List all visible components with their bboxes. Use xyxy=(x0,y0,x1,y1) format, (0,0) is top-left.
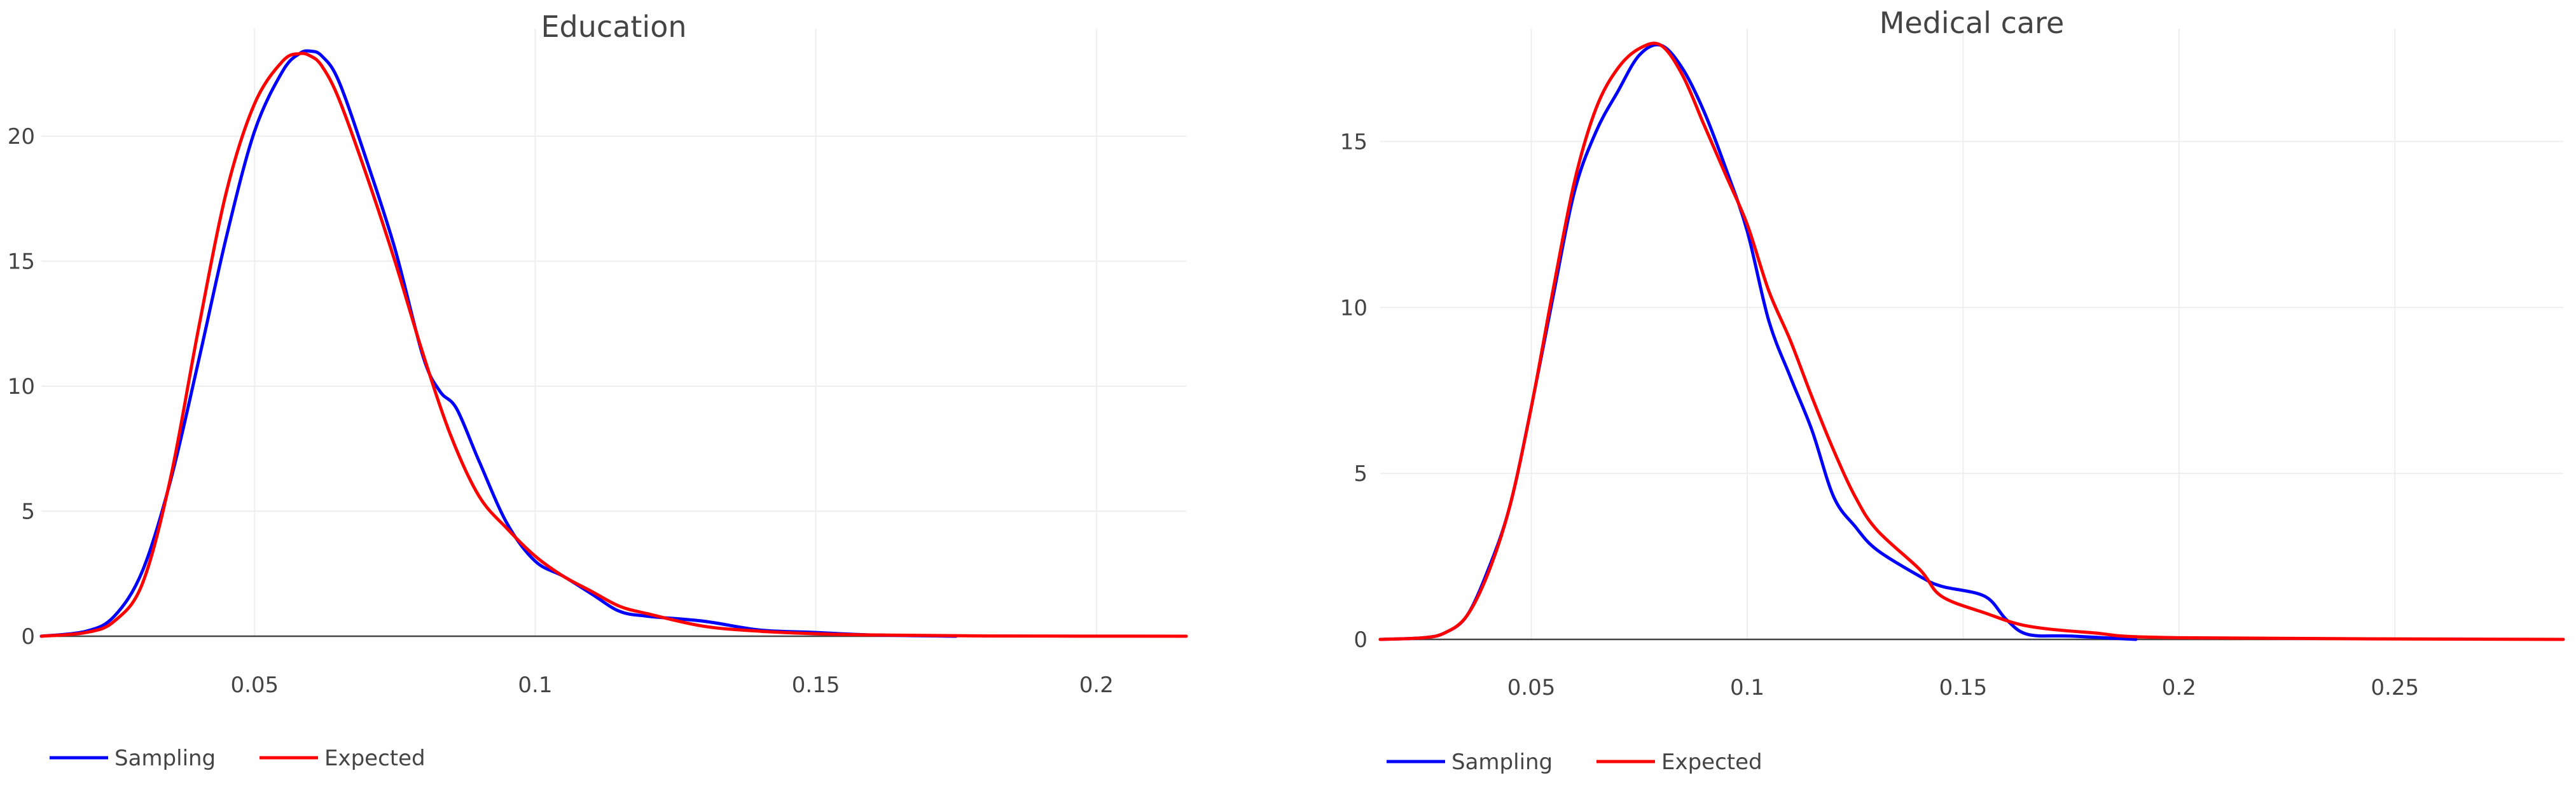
legend-label: Sampling xyxy=(114,746,216,771)
x-tick-label: 0.1 xyxy=(518,672,552,698)
y-tick-label: 10 xyxy=(8,374,35,400)
y-tick-label: 0 xyxy=(1354,627,1368,653)
legend: Sampling Expected xyxy=(1387,749,1762,775)
chart-panel-1: Education 0.05 0.1 0.15 0.2 0 5 10 15 20 Sampling E… xyxy=(8,10,1188,771)
grid xyxy=(1380,29,2563,639)
legend-label: Expected xyxy=(1661,749,1762,775)
y-tick-label: 20 xyxy=(8,124,35,150)
x-tick-label: 0.05 xyxy=(1507,675,1556,700)
x-tick-label: 0.15 xyxy=(1939,675,1988,700)
y-tick-label: 5 xyxy=(1354,461,1368,487)
series-line-expected xyxy=(39,52,1188,638)
y-tick-label: 10 xyxy=(1340,295,1368,321)
legend-label: Expected xyxy=(324,746,426,771)
x-tick-label: 0.05 xyxy=(230,672,279,698)
chart-panel-2: Medical care 0.05 0.1 0.15 0.2 0.25 0 5 10 15 Samp… xyxy=(1340,6,2565,775)
chart-title: Education xyxy=(541,10,686,44)
series-line-sampling xyxy=(1378,43,2138,641)
legend: Sampling Expected xyxy=(50,746,426,771)
legend-item-sampling[interactable]: Sampling xyxy=(1387,749,1553,775)
series-line-sampling xyxy=(39,49,958,638)
chart-title: Medical care xyxy=(1880,6,2065,40)
y-tick-label: 0 xyxy=(21,624,35,650)
y-tick-label: 15 xyxy=(1340,129,1368,155)
series-line-expected xyxy=(1378,41,2565,641)
x-tick-label: 0.1 xyxy=(1730,675,1764,700)
y-tick-label: 15 xyxy=(8,249,35,274)
legend-item-expected[interactable]: Expected xyxy=(260,746,426,771)
x-tick-label: 0.2 xyxy=(2162,675,2196,700)
legend-item-expected[interactable]: Expected xyxy=(1596,749,1762,775)
y-tick-label: 5 xyxy=(21,499,35,524)
legend-item-sampling[interactable]: Sampling xyxy=(50,746,216,771)
legend-label: Sampling xyxy=(1451,749,1553,775)
grid xyxy=(41,29,1186,636)
x-tick-label: 0.25 xyxy=(2371,675,2419,700)
x-tick-label: 0.15 xyxy=(792,672,840,698)
x-tick-label: 0.2 xyxy=(1079,672,1114,698)
